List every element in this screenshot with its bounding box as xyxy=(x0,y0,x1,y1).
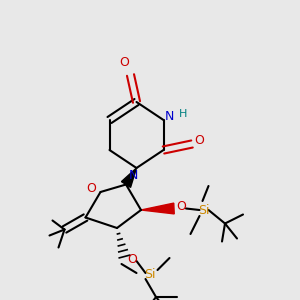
Text: N: N xyxy=(165,110,174,124)
Text: Si: Si xyxy=(144,268,156,281)
Text: Si: Si xyxy=(198,203,210,217)
Text: O: O xyxy=(120,56,129,70)
Polygon shape xyxy=(141,203,174,214)
Text: H: H xyxy=(179,109,187,119)
Text: O: O xyxy=(127,253,137,266)
Polygon shape xyxy=(122,168,136,188)
Text: N: N xyxy=(129,169,138,182)
Text: O: O xyxy=(177,200,186,214)
Text: O: O xyxy=(195,134,204,148)
Text: O: O xyxy=(87,182,96,196)
